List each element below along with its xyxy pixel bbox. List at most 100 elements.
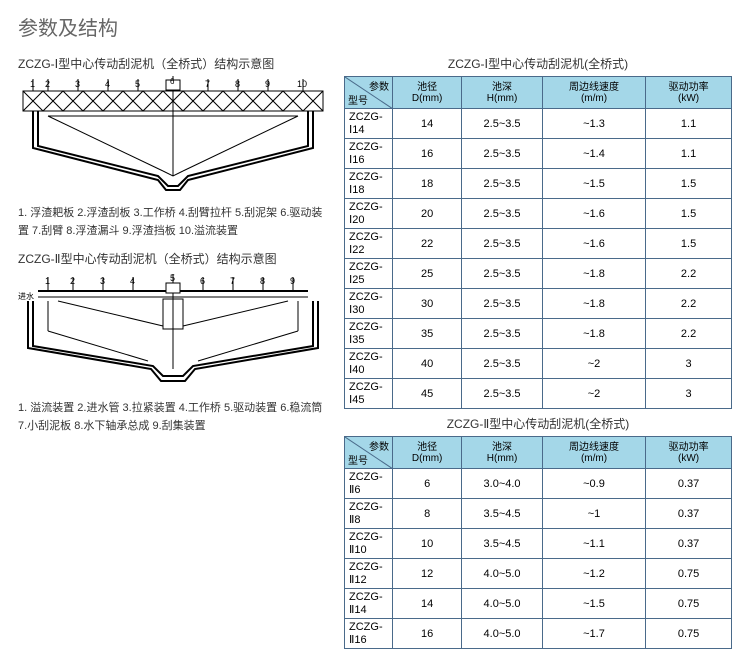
model-cell: ZCZG-Ⅰ40 [345,349,393,379]
table-row: ZCZG-Ⅰ30302.5~3.5~1.82.2 [345,289,732,319]
value-cell: ~1.5 [542,589,645,619]
value-cell: 14 [393,109,462,139]
svg-text:3: 3 [100,276,105,286]
value-cell: 6 [393,469,462,499]
value-cell: 2.5~3.5 [462,169,543,199]
diagram2-title: ZCZG-Ⅱ型中心传动刮泥机（全桥式）结构示意图 [18,250,328,267]
value-cell: 0.75 [646,589,732,619]
value-cell: 22 [393,229,462,259]
table-row: ZCZG-Ⅱ663.0~4.0~0.90.37 [345,469,732,499]
svg-text:1: 1 [45,276,50,286]
svg-text:4: 4 [105,79,110,89]
table-row: ZCZG-Ⅱ16164.0~5.0~1.70.75 [345,619,732,649]
value-cell: ~1.8 [542,289,645,319]
value-cell: 4.0~5.0 [462,619,543,649]
value-cell: ~1.3 [542,109,645,139]
model-cell: ZCZG-Ⅰ45 [345,379,393,409]
svg-text:2: 2 [45,79,50,89]
value-cell: ~1.1 [542,529,645,559]
value-cell: 1.1 [646,139,732,169]
value-cell: ~1.6 [542,199,645,229]
value-cell: ~2 [542,379,645,409]
value-cell: 2.5~3.5 [462,319,543,349]
model-cell: ZCZG-Ⅱ6 [345,469,393,499]
svg-text:4: 4 [130,276,135,286]
value-cell: ~1.4 [542,139,645,169]
diagram2-svg: 1 2 3 4 5 6 7 8 9 进水 [18,271,328,391]
svg-text:2: 2 [70,276,75,286]
value-cell: 1.5 [646,199,732,229]
column-header: 周边线速度(m/m) [542,77,645,109]
model-cell: ZCZG-Ⅰ35 [345,319,393,349]
table2-header-row: 参数型号池径D(mm)池深H(mm)周边线速度(m/m)驱动功率(kW) [345,437,732,469]
column-header: 池径D(mm) [393,77,462,109]
value-cell: 25 [393,259,462,289]
model-cell: ZCZG-Ⅰ14 [345,109,393,139]
column-header: 驱动功率(kW) [646,77,732,109]
svg-text:8: 8 [260,276,265,286]
column-header: 池深H(mm) [462,437,543,469]
value-cell: 4.0~5.0 [462,559,543,589]
model-cell: ZCZG-Ⅱ8 [345,499,393,529]
svg-text:7: 7 [230,276,235,286]
value-cell: 0.75 [646,619,732,649]
diagram1-legend: 1. 浮渣耙板 2.浮渣刮板 3.工作桥 4.刮臂拉杆 5.刮泥架 6.驱动装置… [18,205,328,240]
value-cell: 0.37 [646,499,732,529]
value-cell: 0.37 [646,529,732,559]
table-row: ZCZG-Ⅰ14142.5~3.5~1.31.1 [345,109,732,139]
value-cell: 1.5 [646,169,732,199]
model-cell: ZCZG-Ⅰ16 [345,139,393,169]
value-cell: 2.5~3.5 [462,199,543,229]
header-corner: 参数型号 [345,77,393,109]
model-cell: ZCZG-Ⅱ10 [345,529,393,559]
value-cell: 40 [393,349,462,379]
value-cell: 12 [393,559,462,589]
value-cell: 45 [393,379,462,409]
svg-text:6: 6 [170,77,175,86]
diagrams-column: ZCZG-Ⅰ型中心传动刮泥机（全桥式）结构示意图 1 2 3 4 5 [18,49,328,649]
value-cell: 8 [393,499,462,529]
value-cell: 3.5~4.5 [462,529,543,559]
content-grid: ZCZG-Ⅰ型中心传动刮泥机（全桥式）结构示意图 1 2 3 4 5 [0,49,750,649]
value-cell: 3.5~4.5 [462,499,543,529]
diagram1-title: ZCZG-Ⅰ型中心传动刮泥机（全桥式）结构示意图 [18,55,328,72]
svg-text:9: 9 [290,276,295,286]
tables-column: ZCZG-Ⅰ型中心传动刮泥机(全桥式) 参数型号池径D(mm)池深H(mm)周边… [344,49,732,649]
table2: 参数型号池径D(mm)池深H(mm)周边线速度(m/m)驱动功率(kW) ZCZ… [344,436,732,649]
value-cell: 3 [646,379,732,409]
value-cell: 2.2 [646,289,732,319]
model-cell: ZCZG-Ⅱ14 [345,589,393,619]
value-cell: 2.5~3.5 [462,139,543,169]
value-cell: 30 [393,289,462,319]
value-cell: 0.75 [646,559,732,589]
value-cell: 2.5~3.5 [462,289,543,319]
value-cell: 2.5~3.5 [462,259,543,289]
value-cell: 2.2 [646,319,732,349]
value-cell: 18 [393,169,462,199]
svg-text:6: 6 [200,276,205,286]
svg-text:7: 7 [205,79,210,89]
table-row: ZCZG-Ⅰ16162.5~3.5~1.41.1 [345,139,732,169]
model-cell: ZCZG-Ⅰ20 [345,199,393,229]
value-cell: 0.37 [646,469,732,499]
model-cell: ZCZG-Ⅰ25 [345,259,393,289]
value-cell: 2.5~3.5 [462,379,543,409]
value-cell: 16 [393,619,462,649]
value-cell: ~1.7 [542,619,645,649]
diagram2-legend: 1. 溢流装置 2.进水管 3.拉紧装置 4.工作桥 5.驱动装置 6.稳流筒 … [18,400,328,435]
value-cell: 2.5~3.5 [462,109,543,139]
svg-text:进水: 进水 [18,291,34,301]
model-cell: ZCZG-Ⅱ16 [345,619,393,649]
header-corner: 参数型号 [345,437,393,469]
value-cell: ~1.2 [542,559,645,589]
column-header: 池深H(mm) [462,77,543,109]
page-title: 参数及结构 [0,0,750,49]
value-cell: 2.2 [646,259,732,289]
value-cell: ~1.8 [542,259,645,289]
svg-text:8: 8 [235,79,240,89]
table-row: ZCZG-Ⅰ40402.5~3.5~23 [345,349,732,379]
column-header: 池径D(mm) [393,437,462,469]
value-cell: 3.0~4.0 [462,469,543,499]
table1: 参数型号池径D(mm)池深H(mm)周边线速度(m/m)驱动功率(kW) ZCZ… [344,76,732,409]
table-row: ZCZG-Ⅱ883.5~4.5~10.37 [345,499,732,529]
